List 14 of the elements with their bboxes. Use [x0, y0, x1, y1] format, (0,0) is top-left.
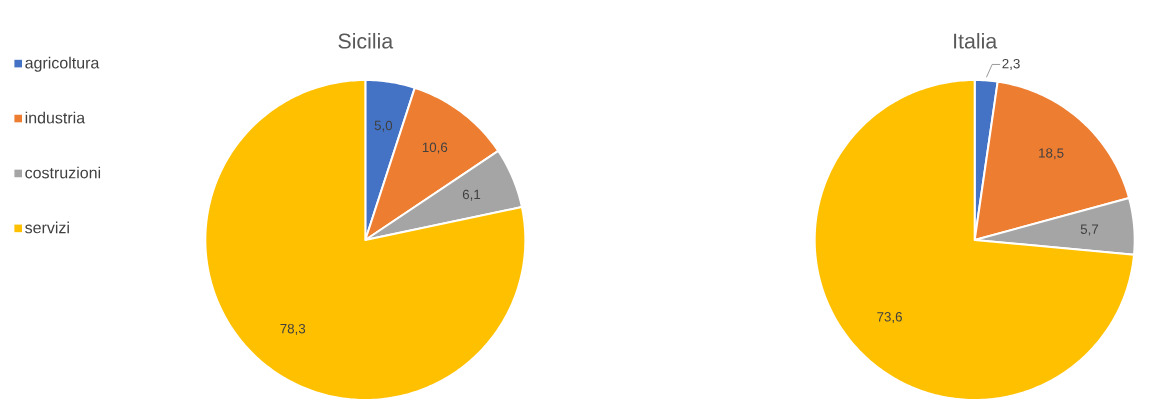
chart-title: Sicilia [338, 32, 394, 49]
data-label: 2,3 [1002, 58, 1020, 70]
data-label: 5,0 [374, 120, 393, 132]
data-label: 5,7 [1080, 224, 1099, 236]
legend-label: industria [25, 111, 86, 124]
data-label: 6,1 [462, 189, 481, 201]
data-label: 18,5 [1039, 148, 1064, 160]
data-label: 73,6 [877, 312, 902, 324]
data-label: 78,3 [280, 323, 306, 335]
legend-label: costruzioni [25, 166, 101, 179]
data-label: 10,6 [422, 142, 448, 154]
legend-label: agricoltura [25, 56, 100, 72]
chart-title: Italia [954, 32, 998, 49]
legend-label: servizi [25, 221, 69, 234]
